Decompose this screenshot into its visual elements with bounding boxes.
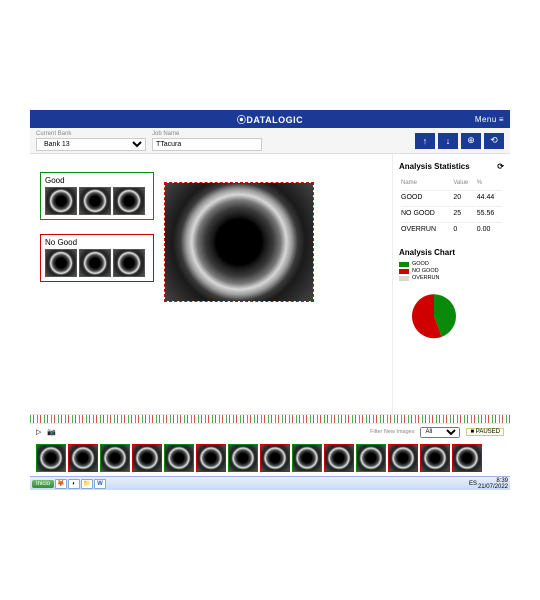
title-bar: ⦿DATALOGIC Menu ≡	[30, 110, 510, 128]
job-input[interactable]	[152, 138, 262, 151]
task-icon[interactable]: ◐	[68, 479, 80, 489]
film-thumb[interactable]	[292, 444, 322, 472]
good-thumbs	[45, 187, 149, 215]
nogood-thumb[interactable]	[45, 249, 77, 277]
category-column: Good No Good	[40, 172, 154, 404]
chart-legend: GOODNO GOODOVERRUN	[399, 261, 504, 281]
film-thumb[interactable]	[452, 444, 482, 472]
toolbar: Current Bank Bank 13 Job Name ↑ ↓ ⊕ ⟲	[30, 128, 510, 154]
stats-row: GOOD2044.44	[401, 190, 502, 204]
bank-label: Current Bank	[36, 131, 146, 137]
menu-button[interactable]: Menu ≡	[475, 115, 504, 124]
nogood-label: No Good	[45, 238, 149, 247]
legend-item: NO GOOD	[399, 268, 504, 274]
stats-col-value: Value	[453, 178, 474, 188]
filmstrip	[30, 440, 510, 476]
brand-logo: ⦿DATALOGIC	[237, 113, 303, 126]
good-thumb[interactable]	[45, 187, 77, 215]
left-panel: Good No Good	[30, 154, 392, 414]
bank-select[interactable]: Bank 13	[36, 138, 146, 151]
legend-item: GOOD	[399, 261, 504, 267]
main-area: Good No Good	[30, 154, 510, 414]
good-label: Good	[45, 176, 149, 185]
taskbar-lang[interactable]: ES	[469, 481, 477, 487]
good-thumb[interactable]	[113, 187, 145, 215]
nogood-thumb[interactable]	[79, 249, 111, 277]
refresh-icon[interactable]: ⟳	[497, 162, 504, 171]
film-thumb[interactable]	[196, 444, 226, 472]
status-badge: ■ PAUSED	[466, 428, 504, 436]
task-icon[interactable]: W	[94, 479, 106, 489]
stats-title: Analysis Statistics	[399, 162, 470, 171]
film-thumb[interactable]	[420, 444, 450, 472]
film-thumb[interactable]	[100, 444, 130, 472]
film-thumb[interactable]	[356, 444, 386, 472]
stats-col-name: Name	[401, 178, 451, 188]
stats-table: Name Value % GOOD2044.44 NO GOOD2555.56 OV…	[399, 176, 504, 238]
nogood-thumb[interactable]	[113, 249, 145, 277]
film-thumb[interactable]	[228, 444, 258, 472]
app-window: ⦿DATALOGIC Menu ≡ Current Bank Bank 13 J…	[30, 110, 510, 490]
timeline-strip[interactable]	[30, 414, 510, 424]
stats-row: OVERRUN00.00	[401, 222, 502, 236]
windows-taskbar: Inicio 🦊 ◐ 📁 W ES 8:39 21/07/2022	[30, 476, 510, 490]
task-icon[interactable]: 📁	[81, 479, 93, 489]
plus-circle-icon: ⊕	[467, 135, 475, 146]
stats-panel: Analysis Statistics ⟳ Name Value % GOOD2…	[392, 154, 510, 414]
film-thumb[interactable]	[132, 444, 162, 472]
chart-section: Analysis Chart GOODNO GOODOVERRUN	[399, 248, 504, 343]
preview-frame[interactable]	[164, 182, 314, 302]
filter-label: Filter New Images	[370, 429, 414, 435]
camera-button[interactable]: 📷	[47, 428, 56, 436]
film-thumb[interactable]	[164, 444, 194, 472]
film-thumb[interactable]	[68, 444, 98, 472]
filter-select[interactable]: All	[420, 427, 460, 438]
add-button[interactable]: ⊕	[461, 133, 481, 149]
stats-col-pct: %	[477, 178, 502, 188]
film-thumb[interactable]	[388, 444, 418, 472]
download-button[interactable]: ↓	[438, 133, 458, 149]
film-thumb[interactable]	[324, 444, 354, 472]
legend-item: OVERRUN	[399, 275, 504, 281]
film-thumb[interactable]	[260, 444, 290, 472]
arrow-down-icon: ↓	[446, 136, 451, 146]
play-button[interactable]: ▷	[36, 428, 41, 436]
reset-icon: ⟲	[490, 135, 498, 146]
nogood-thumbs	[45, 249, 149, 277]
good-category-box[interactable]: Good	[40, 172, 154, 220]
taskbar-date: 21/07/2022	[478, 484, 508, 490]
stats-row: NO GOOD2555.56	[401, 206, 502, 220]
good-thumb[interactable]	[79, 187, 111, 215]
preview-area	[164, 182, 314, 404]
film-thumb[interactable]	[36, 444, 66, 472]
nogood-category-box[interactable]: No Good	[40, 234, 154, 282]
job-field: Job Name	[152, 131, 262, 151]
toolbar-buttons: ↑ ↓ ⊕ ⟲	[415, 133, 504, 149]
arrow-up-icon: ↑	[423, 136, 428, 146]
hamburger-icon: ≡	[499, 115, 504, 124]
task-icon[interactable]: 🦊	[55, 479, 67, 489]
job-label: Job Name	[152, 131, 262, 137]
chart-title: Analysis Chart	[399, 248, 504, 257]
stats-title-row: Analysis Statistics ⟳	[399, 162, 504, 171]
pie-chart	[399, 286, 469, 341]
controls-row: ▷ 📷 Filter New Images All ■ PAUSED	[30, 424, 510, 440]
start-button[interactable]: Inicio	[32, 480, 54, 488]
upload-button[interactable]: ↑	[415, 133, 435, 149]
menu-label: Menu	[475, 115, 497, 124]
reset-button[interactable]: ⟲	[484, 133, 504, 149]
bank-field: Current Bank Bank 13	[36, 131, 146, 151]
